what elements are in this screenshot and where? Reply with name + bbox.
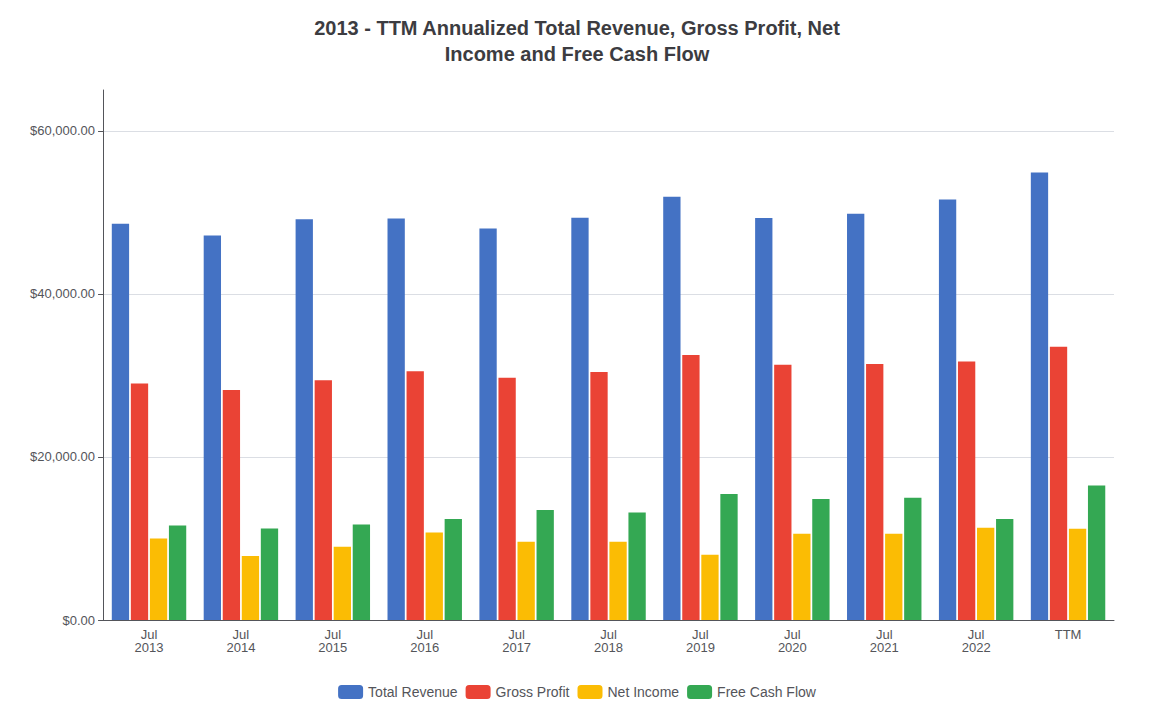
svg-text:2021: 2021 bbox=[870, 640, 899, 655]
svg-text:2020: 2020 bbox=[778, 640, 807, 655]
svg-text:Jul: Jul bbox=[232, 627, 250, 642]
svg-text:$0.00: $0.00 bbox=[63, 613, 96, 628]
svg-text:$40,000.00: $40,000.00 bbox=[30, 286, 95, 301]
svg-text:2018: 2018 bbox=[594, 640, 623, 655]
svg-text:Jul: Jul bbox=[784, 627, 801, 642]
svg-text:$60,000.00: $60,000.00 bbox=[30, 123, 95, 138]
svg-text:Total Revenue: Total Revenue bbox=[368, 684, 458, 700]
svg-text:TTM: TTM bbox=[1055, 627, 1082, 642]
svg-text:2017: 2017 bbox=[502, 640, 531, 655]
svg-text:Free Cash Flow: Free Cash Flow bbox=[717, 684, 817, 700]
svg-text:2013: 2013 bbox=[135, 640, 164, 655]
svg-text:Jul: Jul bbox=[324, 627, 342, 642]
svg-text:Jul: Jul bbox=[875, 627, 893, 642]
svg-text:Income and Free Cash Flow: Income and Free Cash Flow bbox=[445, 43, 710, 65]
svg-text:Net Income: Net Income bbox=[608, 684, 680, 700]
svg-text:$20,000.00: $20,000.00 bbox=[30, 449, 95, 464]
svg-text:Jul: Jul bbox=[600, 627, 617, 642]
svg-text:Jul: Jul bbox=[692, 627, 709, 642]
svg-text:Jul: Jul bbox=[416, 627, 433, 642]
svg-text:Jul: Jul bbox=[508, 627, 525, 642]
svg-text:Gross Profit: Gross Profit bbox=[496, 684, 570, 700]
svg-text:2015: 2015 bbox=[318, 640, 347, 655]
svg-text:2013 - TTM Annualized Total Re: 2013 - TTM Annualized Total Revenue, Gro… bbox=[314, 17, 840, 39]
svg-text:Jul: Jul bbox=[140, 627, 158, 642]
svg-text:Jul: Jul bbox=[967, 627, 985, 642]
svg-text:2016: 2016 bbox=[410, 640, 439, 655]
svg-text:2019: 2019 bbox=[686, 640, 715, 655]
svg-text:2022: 2022 bbox=[962, 640, 991, 655]
svg-text:2014: 2014 bbox=[226, 640, 255, 655]
